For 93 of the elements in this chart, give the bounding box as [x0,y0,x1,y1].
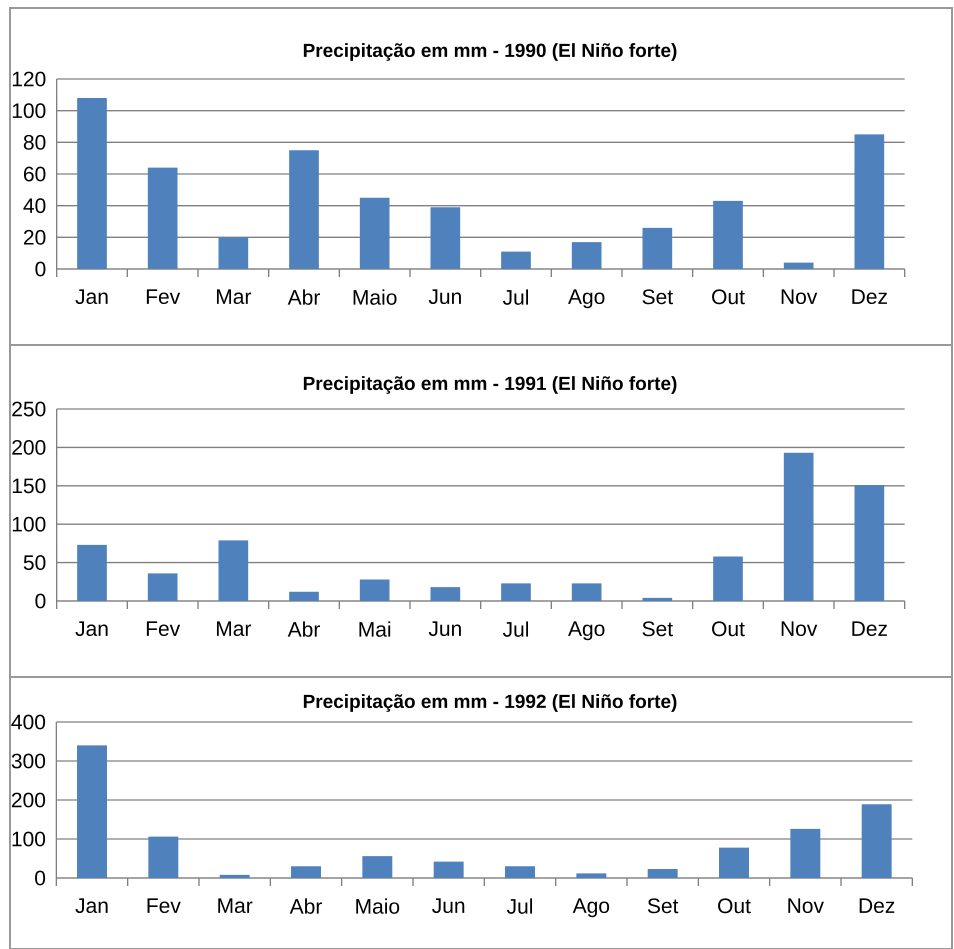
bar [572,242,602,269]
y-tick-label: 150 [12,478,46,494]
bar [148,168,178,269]
bar [220,874,250,878]
bar [713,200,743,269]
bar [360,198,390,269]
x-tick-label: Maio [354,289,397,305]
x-tick-label: Abr [288,289,320,305]
x-tick-label: Jun [428,621,461,636]
chart-title: Precipitação em mm - 1990 (El Niño forte) [304,43,676,61]
y-tick-label: 300 [12,754,46,768]
bar [77,544,107,601]
x-tick-label: Fev [146,289,180,304]
bar [218,237,248,269]
x-tick-label: Out [718,898,751,914]
bar [790,828,820,878]
x-tick-label: Nov [782,289,818,304]
x-tick-label: Jul [502,621,528,637]
bar [784,452,814,601]
x-tick-label: Jan [75,898,108,914]
x-tick-label: Fev [148,898,181,914]
bar [572,583,602,601]
x-tick-label: Dez [852,621,887,636]
x-tick-label: Jan [75,621,108,636]
bar [77,745,107,878]
y-tick-label: 60 [24,166,46,182]
x-tick-label: Set [642,289,673,304]
y-tick-label: 200 [12,792,46,808]
y-tick-label: 0 [35,262,46,276]
x-tick-label: Abr [288,621,320,637]
x-tick-label: Jun [432,898,464,914]
bar [430,587,460,601]
y-tick-label: 20 [24,230,46,245]
bar [148,836,178,878]
bar [289,592,319,601]
y-tick-label: 100 [12,832,46,846]
bar [77,98,107,269]
x-tick-label: Fev [146,621,180,636]
chart-title: Precipitação em mm - 1992 (El Niño forte) [304,694,676,712]
bar [505,866,535,878]
bar [862,804,892,878]
x-tick-label: Set [648,898,678,914]
bar [218,540,248,601]
bar [148,573,178,601]
x-tick-label: Mai [359,621,390,637]
y-tick-label: 80 [24,134,46,150]
bar [642,228,672,269]
bar [642,598,672,601]
x-tick-label: Maio [356,898,400,914]
x-tick-label: Abr [290,898,322,914]
x-tick-label: Mar [216,621,252,636]
x-tick-label: Nov [782,621,818,636]
bar [648,869,678,878]
x-tick-label: Set [642,621,673,636]
y-tick-label: 400 [11,714,46,730]
bar [289,150,319,269]
y-tick-label: 250 [12,402,46,416]
x-tick-label: Dez [852,289,887,304]
x-tick-label: Nov [788,898,824,914]
x-tick-label: Jun [428,289,461,304]
y-tick-label: 200 [12,440,46,455]
x-tick-label: Jul [502,289,528,305]
y-tick-label: 50 [24,555,46,570]
y-tick-label: 120 [12,72,46,86]
bar [360,579,390,601]
bar [501,583,531,601]
x-tick-label: Ago [572,898,610,918]
x-tick-label: Ago [568,289,604,308]
x-tick-label: Jul [506,898,532,914]
bar [719,848,749,878]
y-tick-label: 0 [35,594,46,608]
bar [713,556,743,601]
x-tick-label: Jan [75,289,108,304]
bar [576,873,606,878]
chart-title: Precipitação em mm - 1991 (El Niño forte) [304,376,676,394]
y-tick-label: 100 [12,103,46,118]
bar [430,207,460,269]
bar [854,134,884,269]
bar [291,866,321,878]
x-tick-label: Dez [860,898,894,914]
x-tick-label: Ago [568,621,604,640]
x-tick-label: Mar [218,898,252,914]
bar [501,252,531,269]
bar [434,862,464,878]
y-tick-label: 100 [12,516,46,532]
y-tick-label: 40 [23,198,46,214]
x-tick-label: Mar [216,289,252,304]
bar [362,856,392,878]
x-tick-label: Out [712,289,745,304]
bar [784,262,814,269]
bar [854,485,884,601]
y-tick-label: 0 [35,870,46,886]
x-tick-label: Out [712,621,745,636]
